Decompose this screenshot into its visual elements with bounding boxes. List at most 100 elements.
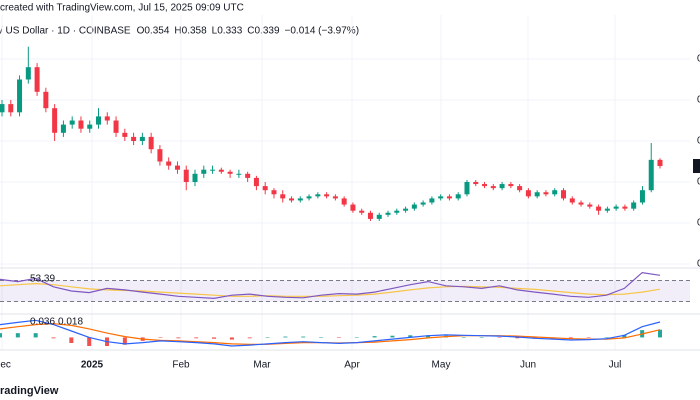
candle-body [455,194,461,199]
macd-hist-bar [354,337,359,338]
macd-hist-bar [604,337,609,338]
macd-hist-bar [336,337,341,338]
candle-body [525,190,531,197]
macd-hist-bar [622,334,627,338]
candle-body [648,159,654,191]
candle-body [306,196,312,199]
ohlc-value: 0.354 [144,26,169,37]
macd-hist-bar [515,337,520,339]
x-tick-label: Apr [344,360,360,371]
candle-body [367,212,373,219]
macd-label: 0.036 [30,317,55,328]
candle-body [78,120,84,129]
candle-body [464,182,470,195]
candle-body [473,182,479,185]
x-tick-label: Dec [0,360,11,371]
candle-body [289,198,295,201]
price-tag-label: 0.339 [695,161,700,172]
candle-body [297,198,303,201]
macd-hist-bar [15,333,20,338]
ohlc-key: H [174,26,181,37]
macd-hist-bar [301,336,306,338]
macd-hist-bar [0,333,2,338]
candle-body [332,196,338,199]
macd-hist-bar [229,337,234,340]
candle-body [148,136,154,150]
macd-hist-bar [122,337,127,345]
rsi-band [0,280,690,302]
candle-body [376,214,382,219]
ohlc-key: C [247,26,254,37]
candle-body [438,196,444,199]
candle-body [613,206,619,209]
macd-hist-bar [658,329,662,338]
macd-hist-bar [51,337,56,339]
macd-line [0,319,661,347]
rsi-ma-line [0,282,661,297]
macd-hist-bar [247,337,252,339]
macd-hist-bar [426,335,431,338]
ohlc-value: 0.339 [255,26,280,37]
rsi-ma-label: 53.39 [30,274,55,285]
macd-hist-bar [69,337,74,343]
y-tick-label: 0.3000 [697,177,700,188]
macd-hist-bar [479,337,484,338]
candle-body [508,184,514,187]
candle-body [446,196,452,199]
x-tick-label: Jun [520,360,536,371]
candle-body [227,171,233,174]
candle-body [166,161,172,166]
candle-body [639,190,645,203]
candle-body [324,194,330,197]
candle-body [385,212,391,215]
candle-body [403,208,409,211]
price-tag [693,159,700,174]
candle-body [429,198,435,203]
candle-body [60,124,66,133]
candle-body [210,169,216,171]
candle-body [87,124,93,129]
candle-body [17,79,23,113]
rsi-line [0,271,661,300]
candle-body [43,91,49,109]
candle-body [569,198,575,203]
candle-body [560,190,566,199]
macd-hist-bar [176,337,181,339]
candle-body [262,186,268,191]
candle-body [490,186,496,189]
candle-body [587,204,593,207]
candle-body [534,192,540,197]
macd-hist-bar [568,337,573,339]
y-tick-label: 0.5000 [697,95,700,106]
candle-body [341,198,347,205]
candle-body [596,206,602,211]
ohlc-value: 0.358 [182,26,207,37]
candle-body [420,202,426,205]
candle-body [139,136,145,141]
candle-body [25,67,31,80]
candle-body [157,149,163,162]
candle-body [113,120,119,133]
y-tick-label: 0.6000 [697,54,700,65]
watermark: created with TradingView.com, Jul 15, 20… [0,3,244,14]
macd-signal-line [0,323,661,345]
candle-body [578,202,584,205]
candle-body [245,173,251,178]
candle-body [104,116,110,121]
macd-hist-bar [212,337,217,339]
y-tick-label: 0.2000 [697,218,700,229]
candle-body [543,192,549,195]
x-tick-label: Feb [172,360,190,371]
candle-body [411,204,417,209]
candle-body [622,206,628,209]
candle-body [482,184,488,187]
ohlc-value: 0.333 [217,26,242,37]
x-tick-label: May [432,360,451,371]
macd-hist-bar [390,335,395,338]
candle-body [192,173,198,182]
symbol: / US Dollar · 1D · COINBASE [0,26,131,37]
ohlc-key: L [212,26,218,37]
macd-hist-bar [461,337,466,338]
candle-body [315,194,321,197]
